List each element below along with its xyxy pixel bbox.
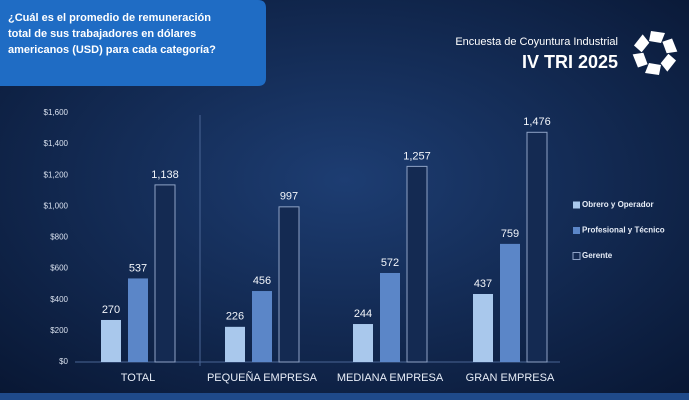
value-label: 244 bbox=[354, 308, 372, 320]
bar bbox=[278, 206, 300, 363]
value-label: 437 bbox=[474, 278, 492, 290]
y-tick-label: $200 bbox=[50, 326, 68, 335]
value-label: 759 bbox=[501, 228, 519, 240]
bar bbox=[252, 291, 272, 362]
bar bbox=[500, 243, 520, 362]
bar bbox=[353, 324, 373, 362]
x-tick-label: GRAN EMPRESA bbox=[466, 372, 555, 384]
legend-label: Obrero y Operador bbox=[582, 200, 654, 209]
header-period: IV TRI 2025 bbox=[522, 52, 618, 72]
bar bbox=[526, 131, 548, 363]
value-label: 1,138 bbox=[151, 169, 179, 181]
value-label: 1,476 bbox=[523, 116, 551, 128]
value-label: 270 bbox=[102, 304, 120, 316]
title-line: ¿Cuál es el promedio de remuneración bbox=[8, 12, 211, 24]
y-tick-label: $1,200 bbox=[44, 170, 69, 179]
legend-swatch bbox=[572, 252, 581, 260]
logo bbox=[632, 31, 678, 75]
y-tick-label: $800 bbox=[50, 233, 68, 242]
y-tick-label: $1,400 bbox=[44, 139, 69, 148]
bar bbox=[380, 272, 400, 362]
x-tick-label: TOTAL bbox=[121, 372, 155, 384]
legend-swatch bbox=[573, 227, 580, 234]
bar bbox=[101, 319, 121, 362]
y-tick-label: $1,000 bbox=[44, 201, 69, 210]
value-label: 226 bbox=[226, 311, 244, 323]
title-line: americanos (USD) para cada categoría? bbox=[8, 44, 216, 56]
bar bbox=[225, 326, 245, 362]
y-tick-label: $1,600 bbox=[44, 108, 69, 117]
bar bbox=[406, 165, 428, 363]
value-label: 572 bbox=[381, 257, 399, 269]
y-tick-label: $400 bbox=[50, 295, 68, 304]
y-tick-label: $600 bbox=[50, 264, 68, 273]
value-label: 997 bbox=[280, 191, 298, 203]
bar bbox=[473, 293, 493, 362]
legend-label: Gerente bbox=[582, 251, 613, 260]
x-tick-label: MEDIANA EMPRESA bbox=[337, 372, 444, 384]
x-tick-label: PEQUEÑA EMPRESA bbox=[207, 371, 318, 384]
value-label: 537 bbox=[129, 262, 147, 274]
legend-label: Profesional y Técnico bbox=[582, 226, 665, 235]
y-tick-label: $0 bbox=[59, 357, 68, 366]
value-label: 456 bbox=[253, 275, 271, 287]
title-line: total de sus trabajadores en dólares bbox=[8, 28, 196, 40]
header-text: Encuesta de Coyuntura Industrial bbox=[455, 36, 618, 48]
legend-swatch bbox=[573, 201, 580, 209]
bar bbox=[154, 184, 176, 363]
title-box bbox=[0, 0, 266, 86]
bar bbox=[128, 278, 148, 362]
footer-band bbox=[0, 393, 689, 400]
value-label: 1,257 bbox=[403, 150, 431, 162]
